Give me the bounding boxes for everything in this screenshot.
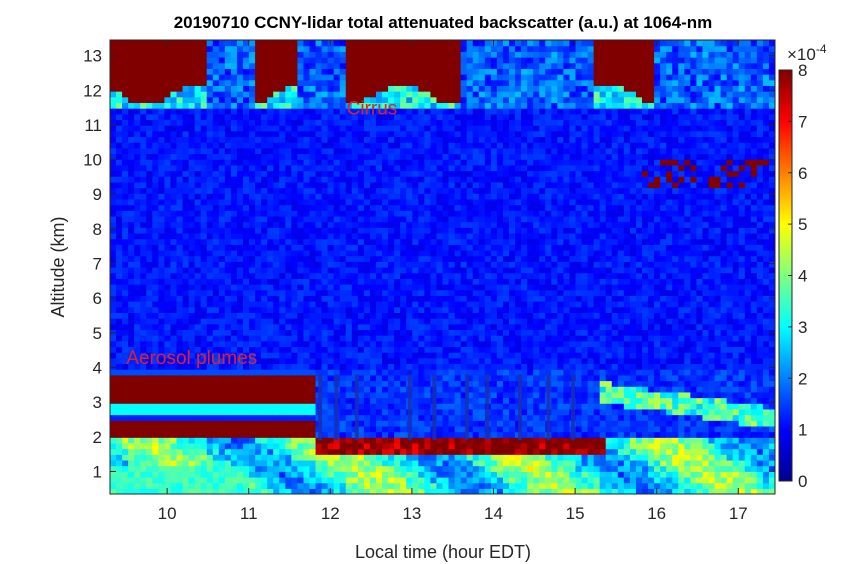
cirrus-annotation: Cirrus: [347, 99, 398, 120]
x-tick-label: 13: [402, 504, 421, 523]
colorbar-tick-label: 1: [798, 421, 807, 440]
x-tick-label: 12: [321, 504, 340, 523]
colorbar-tick-label: 3: [798, 318, 807, 337]
y-tick-label: 2: [93, 428, 102, 447]
x-tick-label: 15: [566, 504, 585, 523]
y-axis-label: Altitude (km): [48, 216, 68, 317]
colorbar-ticks: 0 1 2 3 4 5 6 7 8: [788, 61, 807, 491]
y-tick-label: 6: [93, 289, 102, 308]
x-tick-label: 11: [240, 504, 258, 523]
x-tick-label: 17: [729, 504, 748, 523]
x-axis-label: Local time (hour EDT): [355, 542, 531, 562]
y-tick-label: 5: [93, 324, 102, 343]
colorbar-tick-label: 2: [798, 369, 807, 388]
y-tick-label: 10: [83, 151, 102, 170]
colorbar-tick-label: 8: [798, 61, 807, 80]
y-tick-label: 3: [93, 393, 102, 412]
chart-title: 20190710 CCNY-lidar total attenuated bac…: [174, 13, 713, 32]
y-tick-label: 12: [83, 81, 102, 100]
y-tick-label: 9: [93, 185, 102, 204]
colorbar-tick-label: 7: [798, 112, 807, 131]
plot-frame: [109, 39, 776, 495]
y-tick-label: 7: [93, 255, 102, 274]
x-axis: 10 11 12 13 14 15 16 17: [158, 40, 748, 523]
x-tick-label: 10: [158, 504, 177, 523]
x-tick-label: 14: [484, 504, 503, 523]
colorbar-tick-label: 0: [798, 472, 807, 491]
backscatter-heatmap: [110, 40, 775, 494]
y-tick-label: 13: [83, 47, 102, 66]
y-tick-label: 8: [93, 220, 102, 239]
y-tick-label: 4: [93, 359, 102, 378]
colorbar-tick-label: 6: [798, 164, 807, 183]
colorbar-tick-label: 4: [798, 267, 807, 286]
colorbar-tick-label: 5: [798, 215, 807, 234]
colorbar-exponent: ×10-4: [787, 42, 827, 64]
y-tick-label: 1: [93, 462, 102, 481]
aerosol-plumes-annotation: Aerosol plumes: [126, 348, 257, 369]
y-tick-label: 11: [84, 116, 102, 135]
x-tick-label: 16: [647, 504, 666, 523]
